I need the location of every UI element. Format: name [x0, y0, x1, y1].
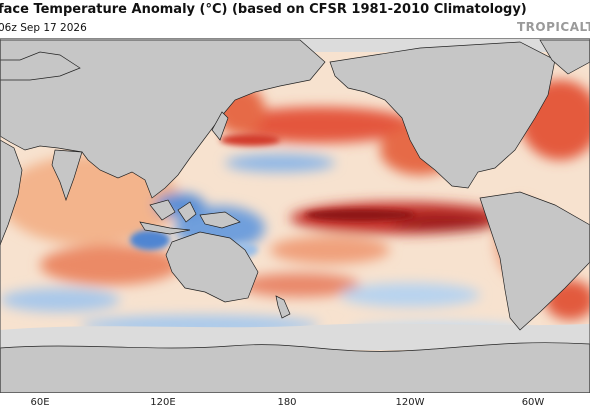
greenland: [539, 39, 590, 75]
longitude-label: 180: [277, 397, 296, 408]
australia: [165, 231, 259, 303]
longitude-label: 60W: [522, 397, 545, 408]
antarctica: [0, 342, 590, 393]
eurasia: [0, 39, 326, 199]
longitude-label: 60E: [30, 397, 49, 408]
map-subtitle: 06z Sep 17 2026: [0, 22, 87, 34]
japan: [211, 111, 229, 141]
map-title: face Temperature Anomaly (°C) (based on …: [0, 2, 527, 17]
coastline: [0, 51, 81, 81]
new-zealand: [275, 295, 291, 319]
india: [51, 149, 83, 202]
island: [139, 221, 191, 235]
island: [199, 211, 241, 229]
map-area: [0, 38, 590, 393]
sea-ice: [0, 323, 590, 350]
watermark: TROPICALTI: [517, 20, 590, 34]
island: [177, 201, 197, 223]
longitude-label: 120E: [150, 397, 175, 408]
africa: [0, 139, 23, 246]
anomaly-detail: [130, 134, 415, 258]
south-america: [479, 191, 590, 331]
island: [149, 199, 176, 221]
north-america: [329, 41, 556, 189]
longitude-label: 120W: [396, 397, 425, 408]
